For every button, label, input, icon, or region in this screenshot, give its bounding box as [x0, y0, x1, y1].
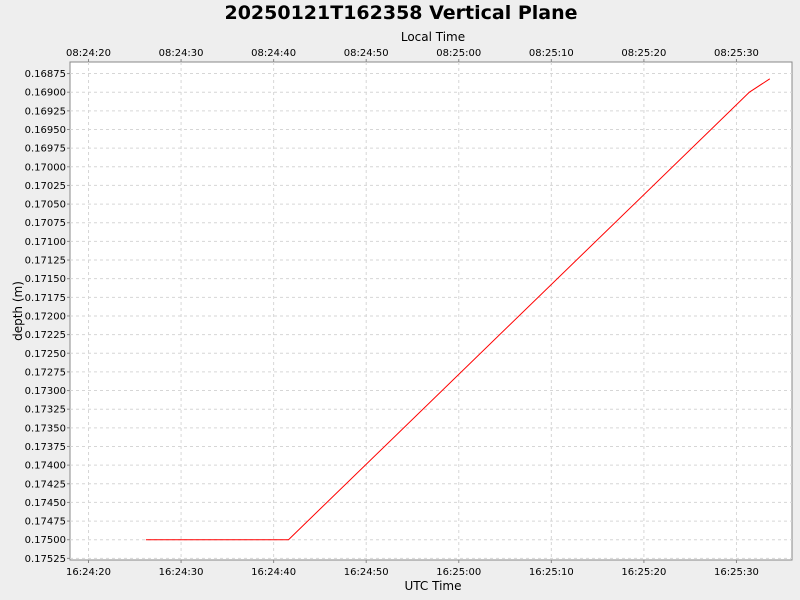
y-axis-ticks: 0.16875 0.16900 0.16925 0.16950 0.16975 0.170…: [25, 69, 70, 565]
y-tick-label: 0.17325: [25, 405, 66, 416]
y-tick-label: 0.16875: [25, 69, 66, 80]
y-tick-label: 0.17275: [25, 367, 66, 378]
y-tick-label: 0.17000: [25, 162, 66, 173]
x-axis-ticks-utc: 16:24:20 16:24:30 16:24:40 16:24:50 16:25:00…: [66, 560, 759, 578]
x-tick-label-utc: 16:25:30: [714, 567, 759, 578]
x-tick-label-local: 08:25:10: [529, 48, 574, 59]
series-layer: [145, 78, 771, 541]
chart-title: 20250121T162358 Vertical Plane: [224, 2, 577, 24]
x-tick-label-utc: 16:24:20: [66, 567, 111, 578]
y-tick-label: 0.17125: [25, 256, 66, 267]
x-tick-label-local: 08:25:30: [714, 48, 759, 59]
y-tick-label: 0.17500: [25, 535, 66, 546]
y-tick-label: 0.17425: [25, 479, 66, 490]
y-tick-label: 0.17450: [25, 498, 66, 509]
x-axis-ticks-local: 08:24:20 08:24:30 08:24:40 08:24:50 08:25:00…: [66, 48, 759, 62]
y-tick-label: 0.16925: [25, 106, 66, 117]
y-tick-label: 0.17475: [25, 517, 66, 528]
y-tick-label: 0.17400: [25, 461, 66, 472]
y-tick-label: 0.17225: [25, 330, 66, 341]
y-tick-label: 0.17175: [25, 293, 66, 304]
y-tick-label: 0.17525: [25, 554, 66, 565]
x-tick-label-local: 08:24:20: [66, 48, 111, 59]
y-tick-label: 0.17025: [25, 181, 66, 192]
x-tick-label-utc: 16:25:10: [529, 567, 574, 578]
y-tick-label: 0.17350: [25, 423, 66, 434]
x-tick-label-utc: 16:24:50: [344, 567, 389, 578]
x-tick-label-local: 08:25:20: [621, 48, 666, 59]
x-tick-label-local: 08:24:40: [251, 48, 296, 59]
x-tick-label-local: 08:24:30: [159, 48, 204, 59]
y-tick-label: 0.17100: [25, 237, 66, 248]
y-tick-label: 0.17375: [25, 442, 66, 453]
y-tick-label: 0.17250: [25, 349, 66, 360]
y-tick-label: 0.17050: [25, 200, 66, 211]
y-tick-label: 0.16900: [25, 88, 66, 99]
x-tick-label-local: 08:25:00: [436, 48, 481, 59]
top-axis-label: Local Time: [401, 30, 465, 44]
plot-area: [69, 61, 793, 561]
x-tick-label-local: 08:24:50: [344, 48, 389, 59]
x-axis-label: UTC Time: [405, 579, 462, 593]
y-tick-label: 0.17150: [25, 274, 66, 285]
y-tick-label: 0.17200: [25, 311, 66, 322]
x-tick-label-utc: 16:24:40: [251, 567, 296, 578]
x-tick-label-utc: 16:24:30: [159, 567, 204, 578]
y-tick-label: 0.16975: [25, 144, 66, 155]
y-tick-label: 0.17075: [25, 218, 66, 229]
grid-lines: [70, 62, 792, 560]
y-tick-label: 0.17300: [25, 386, 66, 397]
x-tick-label-utc: 16:25:00: [436, 567, 481, 578]
y-axis-label: depth (m): [11, 281, 25, 341]
x-tick-label-utc: 16:25:20: [621, 567, 666, 578]
depth-series-line: [145, 78, 771, 541]
y-tick-label: 0.16950: [25, 125, 66, 136]
